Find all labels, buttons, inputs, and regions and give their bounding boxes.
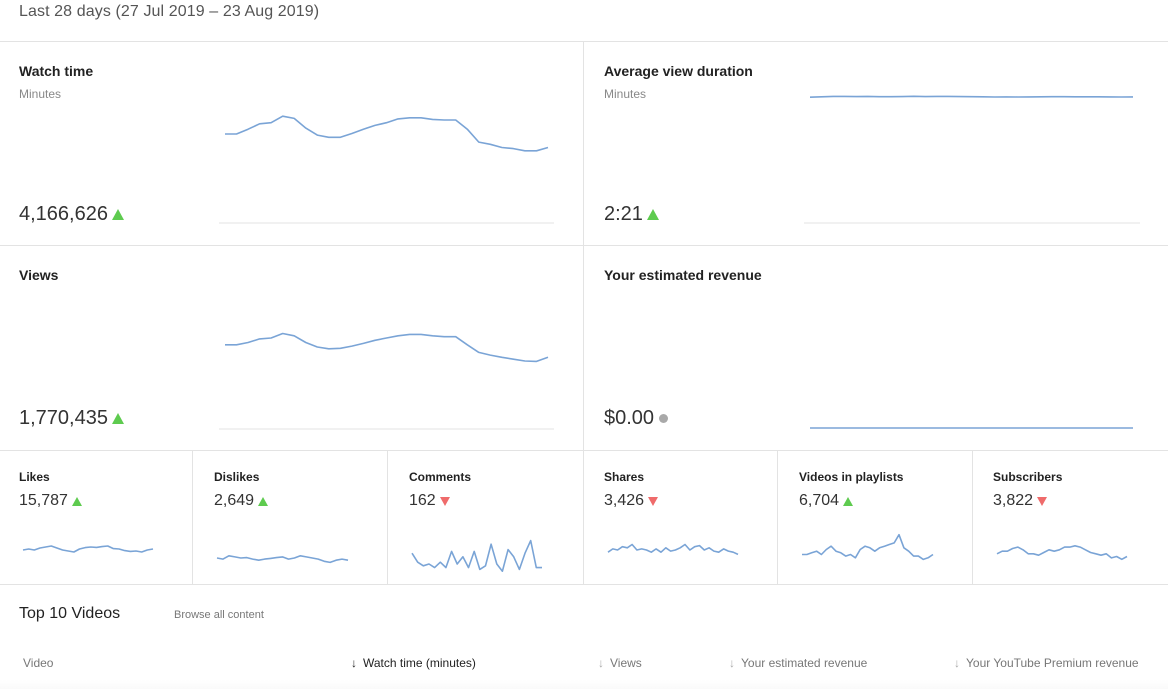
column-header-views[interactable]: ↓ Views (598, 656, 642, 670)
videos-in-playlists-card[interactable]: Videos in playlists 6,704 (778, 451, 972, 584)
sort-down-arrow-icon: ↓ (351, 656, 357, 670)
card-title: Watch time (19, 63, 94, 79)
sparkline-series (802, 533, 934, 561)
trend-down-icon (648, 496, 659, 506)
metric-value: $0.00 (604, 407, 669, 430)
shares-sparkline (607, 543, 739, 556)
metric-number: 2:21 (604, 203, 643, 226)
views-sparkline (219, 332, 554, 430)
metric-value: 4,166,626 (19, 203, 124, 226)
column-label: Video (23, 656, 54, 670)
column-label: Views (610, 656, 642, 670)
metric-number: 3,426 (604, 492, 645, 509)
divider (0, 41, 1168, 42)
card-subtitle: Minutes (19, 87, 62, 101)
sparkline-series (22, 545, 154, 553)
trend-up-icon (258, 496, 269, 506)
metric-number: 15,787 (19, 492, 68, 509)
trend-up-icon (111, 209, 124, 221)
metric-value: 2:21 (604, 203, 659, 226)
column-label: Your estimated revenue (741, 656, 868, 670)
divider (972, 450, 973, 584)
metric-number: 6,704 (799, 492, 840, 509)
trend-up-icon (843, 496, 854, 506)
divider (583, 41, 584, 584)
metric-value: 3,822 (993, 492, 1048, 510)
sparkline-series (996, 545, 1128, 561)
shares-card[interactable]: Shares 3,426 (584, 451, 777, 584)
subscribers-sparkline (996, 545, 1128, 561)
metric-number: 2,649 (214, 492, 255, 509)
metric-value: 3,426 (604, 492, 659, 510)
divider (0, 584, 1168, 585)
metric-value: 15,787 (19, 492, 82, 510)
sort-arrow-icon: ↓ (954, 656, 960, 670)
card-title: Videos in playlists (799, 470, 904, 484)
card-title: Dislikes (214, 470, 260, 484)
metric-value: 2,649 (214, 492, 269, 510)
sparkline-series (216, 555, 349, 564)
dislikes-card[interactable]: Dislikes 2,649 (193, 451, 387, 584)
divider (192, 450, 193, 584)
revenue-card[interactable]: Your estimated revenue $0.00 (584, 246, 1168, 450)
card-title: Views (19, 267, 59, 283)
column-label: Watch time (minutes) (363, 656, 476, 670)
column-header-video: Video (23, 656, 53, 670)
card-title: Your estimated revenue (604, 267, 762, 283)
sort-arrow-icon: ↓ (729, 656, 735, 670)
metric-number: 1,770,435 (19, 407, 108, 430)
trend-down-icon (439, 496, 450, 506)
trend-down-icon (1037, 496, 1048, 506)
column-header-estimated-revenue[interactable]: ↓ Your estimated revenue (729, 656, 867, 670)
watch-time-card[interactable]: Watch time Minutes 4,166,626 (0, 42, 583, 245)
videos-in-playlists-sparkline (802, 533, 934, 561)
revenue-sparkline (810, 427, 1133, 429)
card-title: Subscribers (993, 470, 1063, 484)
metric-value: 162 (409, 492, 450, 510)
card-title: Shares (604, 470, 645, 484)
divider (777, 450, 778, 584)
trend-up-icon (71, 496, 82, 506)
likes-card[interactable]: Likes 15,787 (0, 451, 192, 584)
watch-time-sparkline (219, 115, 554, 224)
card-title: Likes (19, 470, 50, 484)
scroll-fade (0, 680, 1168, 689)
card-subtitle: Minutes (604, 87, 647, 101)
browse-all-content-link[interactable]: Browse all content (174, 609, 264, 621)
divider (0, 245, 1168, 246)
card-title: Comments (409, 470, 472, 484)
avg-view-duration-card[interactable]: Average view duration Minutes 2:21 (584, 42, 1168, 245)
likes-sparkline (22, 545, 154, 553)
trend-up-icon (646, 209, 659, 221)
comments-card[interactable]: Comments 162 (388, 451, 583, 584)
avg-view-duration-sparkline (804, 95, 1140, 224)
metric-value: 6,704 (799, 492, 854, 510)
column-label: Your YouTube Premium revenue (966, 656, 1139, 670)
sparkline-series (225, 115, 549, 152)
subscribers-card[interactable]: Subscribers 3,822 (973, 451, 1168, 584)
metric-number: 162 (409, 492, 436, 509)
sparkline-series (225, 332, 549, 363)
column-header-watch-time[interactable]: ↓ Watch time (minutes) (351, 656, 476, 670)
metric-number: 4,166,626 (19, 203, 108, 226)
sparkline-series (411, 539, 542, 572)
card-title: Average view duration (604, 63, 753, 79)
sort-arrow-icon: ↓ (598, 656, 604, 670)
sparkline-series (809, 95, 1134, 98)
divider (0, 450, 1168, 451)
metric-number: $0.00 (604, 407, 655, 430)
views-card[interactable]: Views 1,770,435 (0, 246, 583, 450)
top-videos-title: Top 10 Videos (19, 605, 121, 622)
column-header-premium-revenue[interactable]: ↓ Your YouTube Premium revenue (954, 656, 1139, 670)
metric-number: 3,822 (993, 492, 1034, 509)
trend-up-icon (111, 413, 124, 425)
comments-sparkline (411, 539, 542, 572)
trend-neutral-icon (659, 414, 669, 424)
date-range-label[interactable]: Last 28 days (27 Jul 2019 – 23 Aug 2019) (19, 3, 320, 20)
sparkline-series (607, 543, 739, 556)
metric-value: 1,770,435 (19, 407, 124, 430)
divider (387, 450, 388, 584)
dislikes-sparkline (216, 555, 349, 564)
